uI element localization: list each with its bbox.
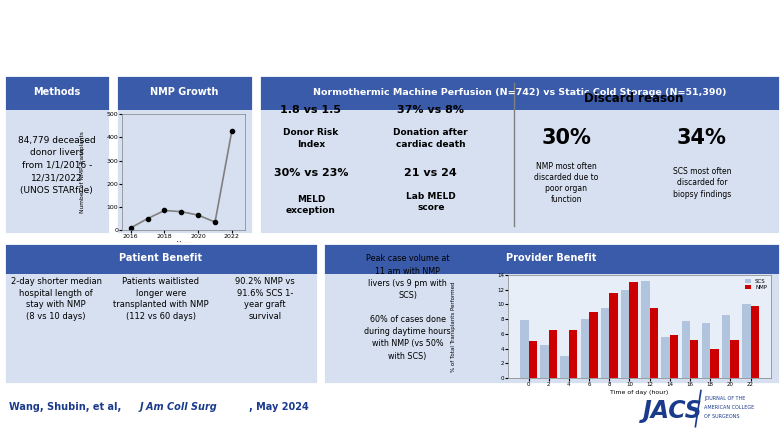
FancyBboxPatch shape [4, 243, 318, 273]
Bar [561, 356, 569, 378]
Line: 2 pts: 2 pts [695, 391, 701, 427]
Text: AMERICAN COLLEGE: AMERICAN COLLEGE [704, 405, 754, 410]
Text: 84,779 deceased
donor livers
from 1/1/2016 -
12/31/2022
(UNOS STARfile): 84,779 deceased donor livers from 1/1/20… [18, 136, 96, 195]
Bar [742, 304, 750, 378]
Bar [569, 330, 577, 378]
Bar [702, 323, 710, 378]
Legend: SCS, NMP: SCS, NMP [744, 278, 768, 291]
Text: Donation after
cardiac death: Donation after cardiac death [394, 128, 468, 149]
Bar [528, 341, 537, 378]
Text: 1.8 vs 1.5: 1.8 vs 1.5 [281, 105, 341, 115]
Bar [750, 306, 759, 378]
Bar [621, 290, 630, 378]
Bar [681, 321, 690, 378]
Text: Patients waitlisted
longer were
transplanted with NMP
(112 vs 60 days): Patients waitlisted longer were transpla… [113, 277, 209, 321]
Text: 30%: 30% [542, 128, 591, 149]
Bar [662, 337, 670, 378]
Text: Patient Benefit: Patient Benefit [119, 253, 202, 263]
Point [696, 388, 706, 393]
Bar [520, 320, 528, 378]
FancyBboxPatch shape [4, 75, 110, 110]
Text: 90.2% NMP vs
91.6% SCS 1-
year graft
survival: 90.2% NMP vs 91.6% SCS 1- year graft sur… [235, 277, 295, 321]
Bar [630, 282, 638, 378]
Text: 34%: 34% [677, 128, 727, 149]
Bar [601, 308, 609, 378]
Text: JOURNAL OF THE: JOURNAL OF THE [704, 396, 746, 401]
X-axis label: Time of day (hour): Time of day (hour) [611, 390, 669, 395]
Bar [540, 345, 549, 378]
Bar [722, 315, 731, 378]
Bar [641, 281, 650, 378]
Text: 37% vs 8%: 37% vs 8% [397, 105, 464, 115]
FancyBboxPatch shape [116, 75, 253, 110]
Text: MELD
exception: MELD exception [286, 195, 336, 215]
Bar [650, 308, 658, 378]
FancyBboxPatch shape [323, 243, 780, 273]
Point [691, 424, 700, 430]
Text: Donor Risk
Index: Donor Risk Index [283, 128, 339, 149]
Text: 21 vs 24: 21 vs 24 [405, 168, 457, 179]
Text: JACS: JACS [643, 399, 702, 423]
Text: Wang, Shubin, et al,: Wang, Shubin, et al, [9, 402, 125, 411]
Text: Normothermic Machine Perfusion (N=742) vs Static Cold Storage (N=51,390): Normothermic Machine Perfusion (N=742) v… [313, 88, 726, 97]
Bar [731, 340, 739, 378]
Y-axis label: Number of NMP Transplants: Number of NMP Transplants [81, 131, 85, 213]
Bar [670, 335, 678, 378]
Bar [581, 319, 589, 378]
Text: NMP most often
discarded due to
poor organ
function: NMP most often discarded due to poor org… [534, 162, 598, 204]
Text: J Am Coll Surg: J Am Coll Surg [140, 402, 217, 411]
Bar [710, 348, 719, 378]
Text: 30% vs 23%: 30% vs 23% [274, 168, 348, 179]
Text: Provider Benefit: Provider Benefit [506, 253, 597, 263]
Text: From Patients to Providers: Assessing the Impact of Normothermic Machine
Perfusi: From Patients to Providers: Assessing th… [107, 19, 677, 49]
Y-axis label: % of Total Transplants Performed: % of Total Transplants Performed [451, 281, 456, 372]
Bar [609, 293, 618, 378]
Text: SCS most often
discarded for
biopsy findings: SCS most often discarded for biopsy find… [673, 167, 731, 198]
Text: NMP Growth: NMP Growth [151, 87, 219, 97]
Text: 2-day shorter median
hospital length of
stay with NMP
(8 vs 10 days): 2-day shorter median hospital length of … [11, 277, 102, 321]
Bar [549, 330, 557, 378]
Text: Discard reason: Discard reason [584, 92, 684, 105]
Text: , May 2024: , May 2024 [249, 402, 309, 411]
Bar [589, 312, 597, 378]
Text: Methods: Methods [33, 87, 81, 97]
FancyBboxPatch shape [259, 75, 780, 110]
Text: OF SURGEONS: OF SURGEONS [704, 415, 739, 419]
X-axis label: Year: Year [176, 241, 191, 247]
Text: Lab MELD
score: Lab MELD score [406, 192, 456, 212]
Bar [690, 340, 699, 378]
Text: Peak case volume at
11 am with NMP
livers (vs 9 pm with
SCS)

60% of cases done
: Peak case volume at 11 am with NMP liver… [365, 254, 451, 361]
